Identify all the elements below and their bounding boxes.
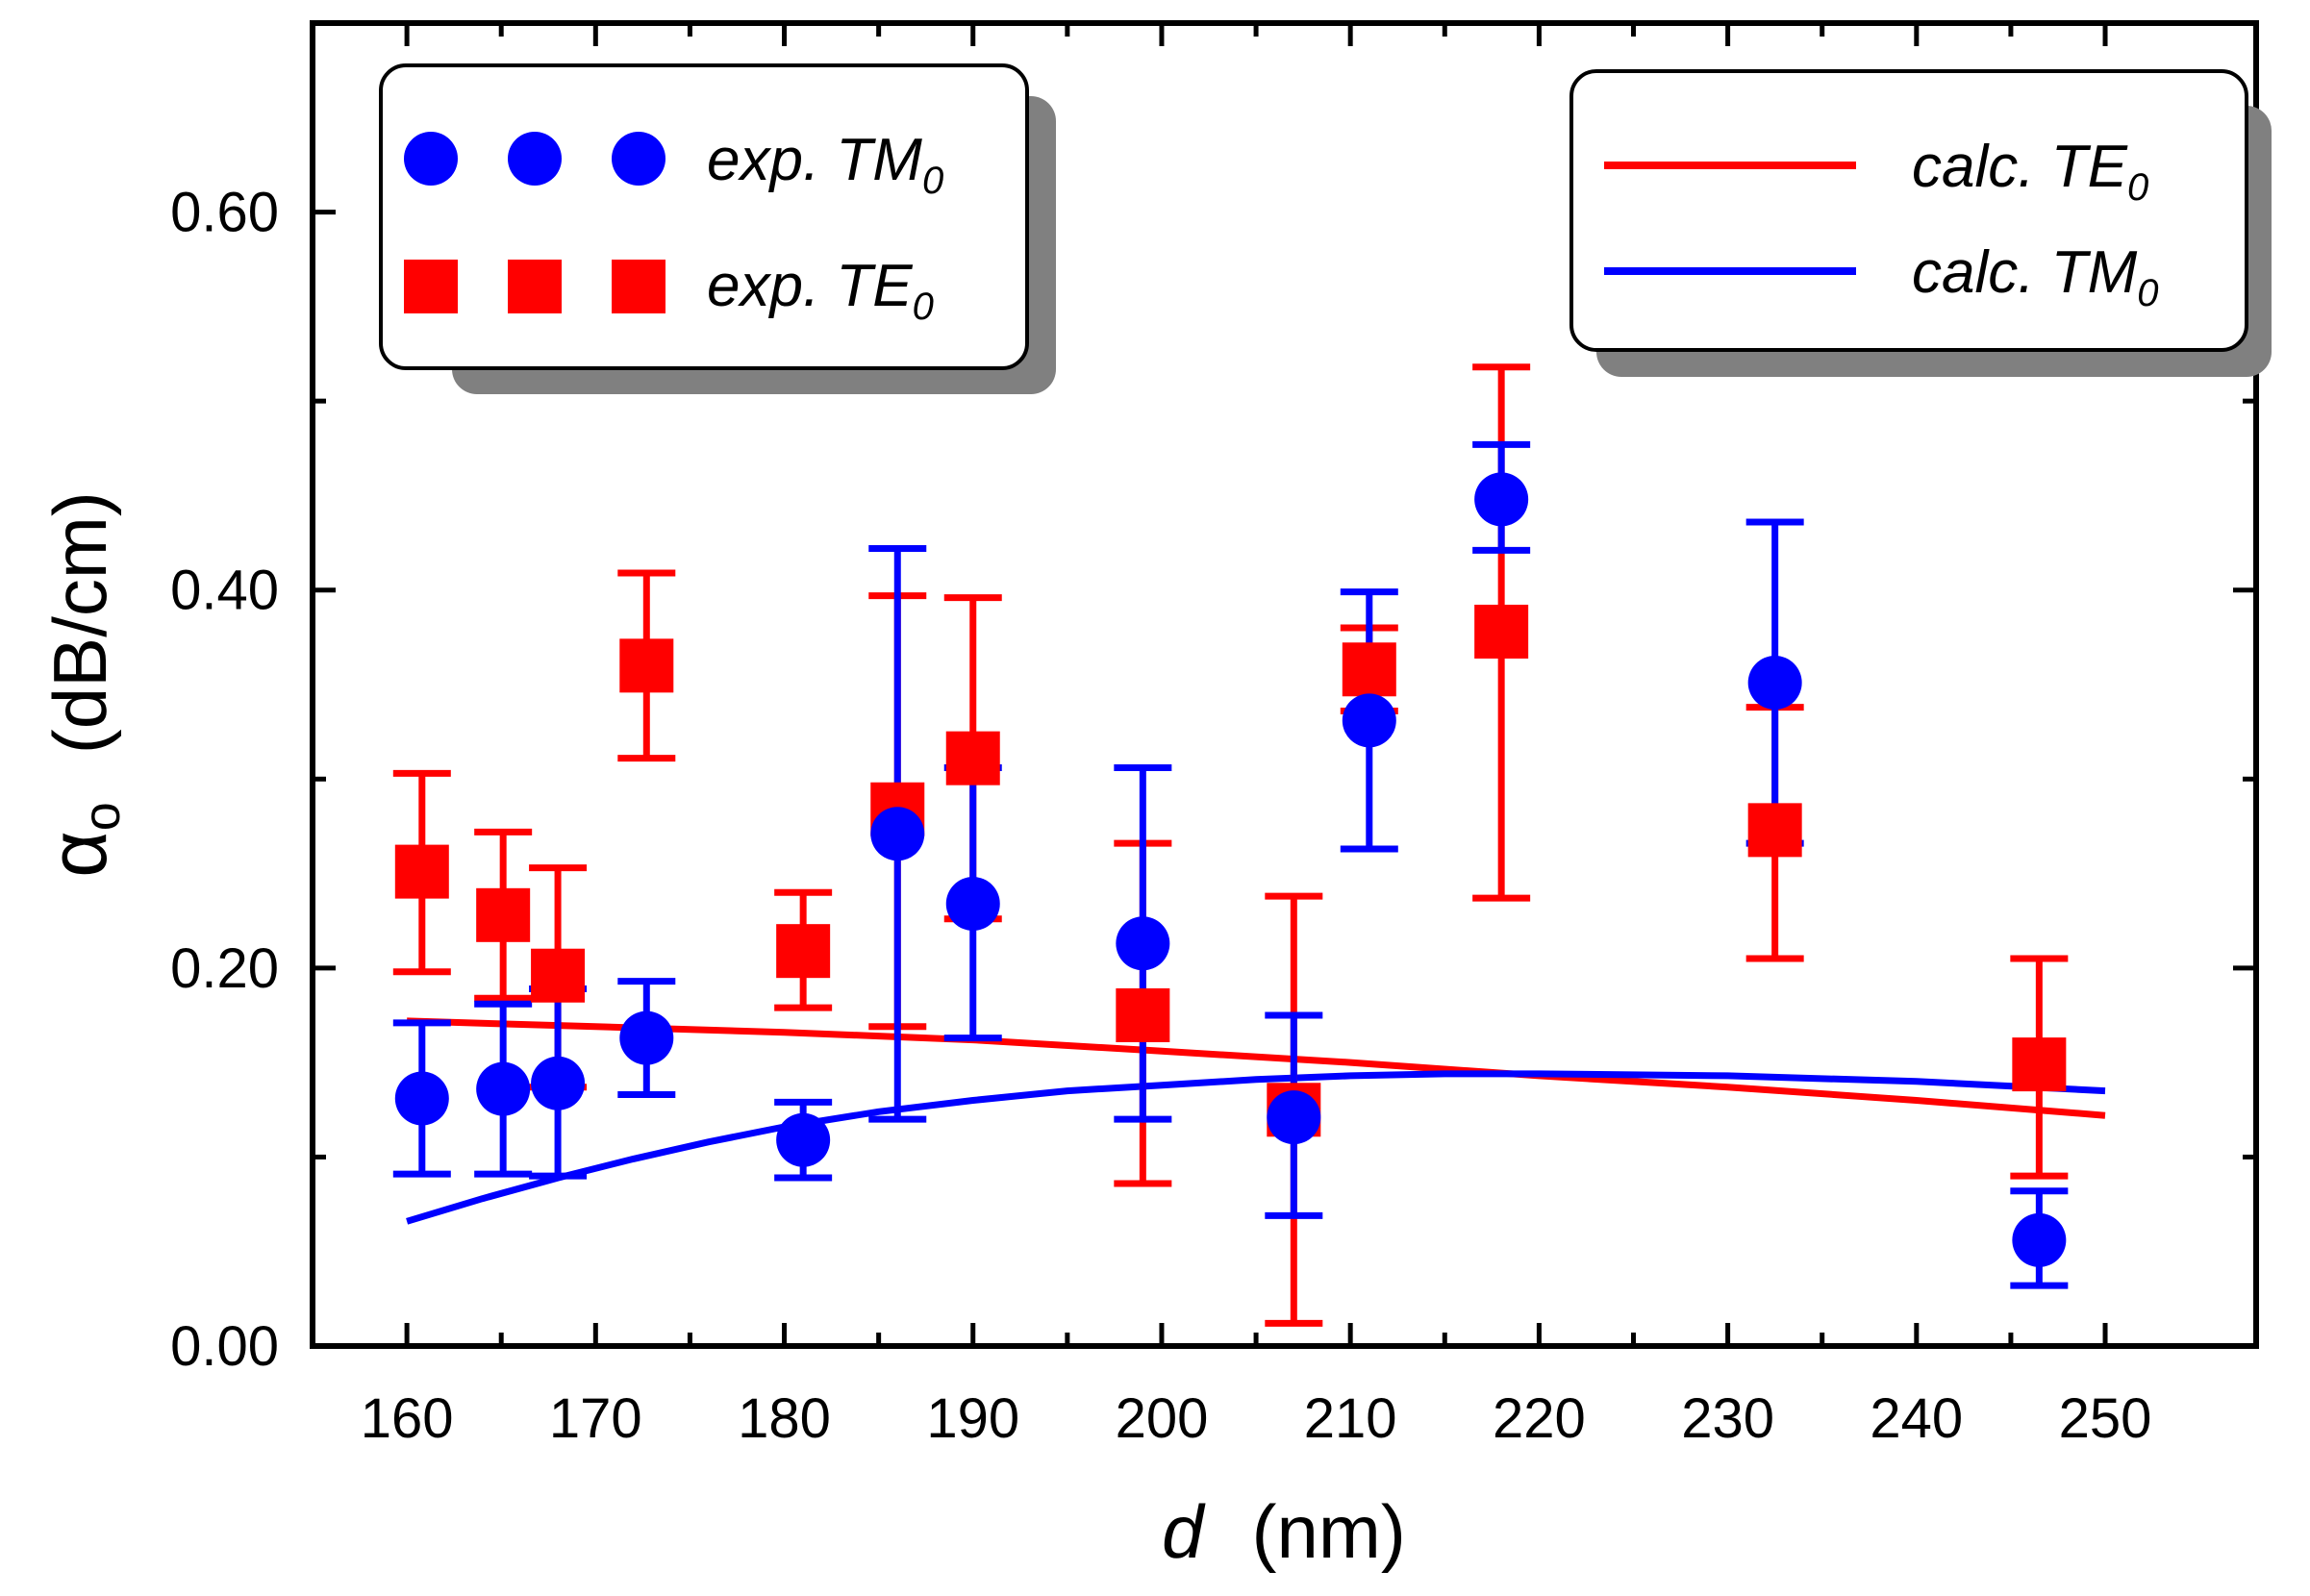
point-exp-te bbox=[476, 887, 531, 942]
legend-marker-square-1 bbox=[404, 260, 458, 313]
point-exp-te bbox=[531, 948, 586, 1003]
x-tick-label: 180 bbox=[738, 1387, 831, 1450]
legend-calculated: calc. TE0 calc. TM0 bbox=[1569, 69, 2272, 377]
legend-calculated-box bbox=[1569, 69, 2248, 352]
point-exp-tm bbox=[394, 1071, 449, 1126]
y-tick-label: 0.40 bbox=[170, 560, 279, 622]
point-exp-te bbox=[619, 638, 674, 693]
point-exp-te bbox=[1747, 803, 1802, 858]
point-exp-tm bbox=[1342, 693, 1396, 748]
legend-entry-exp-te: exp. TE0 bbox=[404, 253, 934, 328]
point-exp-tm bbox=[1747, 656, 1802, 711]
x-tick-label: 190 bbox=[926, 1387, 1019, 1450]
x-tick-label: 230 bbox=[1681, 1387, 1774, 1450]
point-exp-tm bbox=[531, 1056, 586, 1110]
point-exp-te bbox=[1474, 604, 1529, 659]
y-tick-label: 0.00 bbox=[170, 1315, 279, 1378]
legend-marker-circle-3 bbox=[612, 132, 665, 186]
point-exp-te bbox=[945, 731, 1000, 786]
point-exp-tm bbox=[870, 807, 925, 861]
legend-marker-square-3 bbox=[612, 260, 665, 313]
calc-curves bbox=[406, 1017, 2106, 1225]
point-exp-te bbox=[394, 844, 449, 899]
point-exp-tm bbox=[476, 1061, 531, 1116]
x-tick-label: 240 bbox=[1870, 1387, 1963, 1450]
axes: 160 170 180 190 200 210 220 230 240 250 0.00 0.20 0.… bbox=[170, 23, 2256, 1450]
svg-text:αo(dB/cm): αo(dB/cm) bbox=[33, 491, 131, 878]
axis-titles: d (nm) αo(dB/cm) bbox=[33, 491, 1406, 1574]
legend-marker-square-2 bbox=[508, 260, 562, 313]
point-exp-te bbox=[1342, 642, 1396, 697]
legend-marker-circle-1 bbox=[404, 132, 458, 186]
point-exp-tm bbox=[945, 877, 1000, 932]
point-exp-tm bbox=[619, 1010, 674, 1065]
point-exp-te bbox=[1116, 988, 1170, 1042]
line-calc-te bbox=[406, 1017, 2106, 1119]
point-exp-te bbox=[2012, 1037, 2067, 1092]
point-exp-tm bbox=[1116, 916, 1170, 971]
legend-entry-exp-tm: exp. TM0 bbox=[404, 127, 943, 202]
point-exp-tm bbox=[776, 1112, 831, 1167]
x-tick-label: 250 bbox=[2059, 1387, 2152, 1450]
point-exp-te bbox=[776, 924, 831, 979]
point-exp-tm bbox=[1267, 1090, 1321, 1145]
data-markers bbox=[394, 472, 2067, 1267]
legend-marker-circle-2 bbox=[508, 132, 562, 186]
legend-label-exp-te: exp. TE0 bbox=[707, 253, 934, 328]
point-exp-tm bbox=[2012, 1212, 2067, 1267]
x-tick-label: 200 bbox=[1116, 1387, 1209, 1450]
legend-label-calc-te: calc. TE0 bbox=[1912, 134, 2148, 209]
y-tick-label: 0.20 bbox=[170, 937, 279, 1000]
x-tick-label: 160 bbox=[361, 1387, 454, 1450]
y-axis-title: αo(dB/cm) bbox=[33, 491, 131, 878]
legend-label-exp-tm: exp. TM0 bbox=[707, 127, 943, 202]
legend-entry-calc-te: calc. TE0 bbox=[1604, 134, 2148, 209]
y-tick-label: 0.60 bbox=[170, 182, 279, 244]
legend-experimental: exp. TM0 exp. TE0 bbox=[379, 63, 1056, 394]
x-tick-label: 210 bbox=[1304, 1387, 1397, 1450]
point-exp-tm bbox=[1474, 472, 1529, 527]
x-axis-title: d (nm) bbox=[1162, 1489, 1406, 1574]
legend-label-calc-tm: calc. TM0 bbox=[1912, 239, 2158, 314]
x-tick-label: 220 bbox=[1493, 1387, 1586, 1450]
legend-entry-calc-tm: calc. TM0 bbox=[1604, 239, 2158, 314]
x-tick-label: 170 bbox=[549, 1387, 642, 1450]
line-calc-tm bbox=[406, 1070, 2106, 1225]
